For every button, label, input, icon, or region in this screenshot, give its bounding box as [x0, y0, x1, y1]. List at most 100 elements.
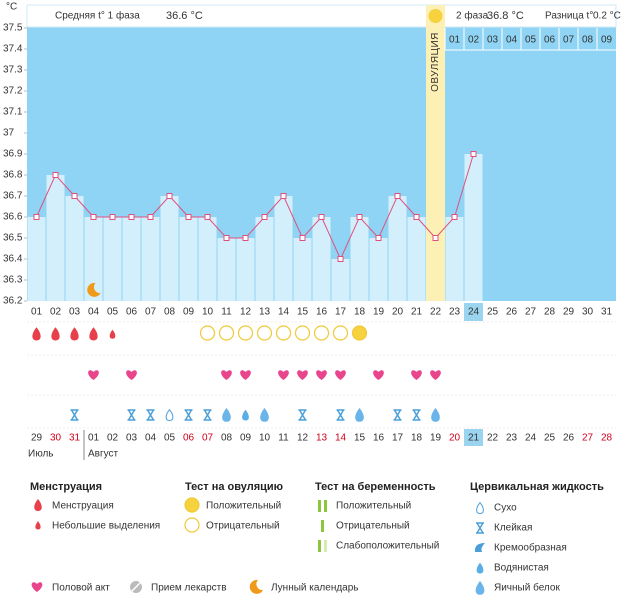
temperature-bar: [407, 217, 426, 301]
y-tick-label: 37.2: [3, 86, 23, 97]
today-highlight: [464, 429, 483, 446]
y-tick-label: 37.4: [3, 44, 23, 55]
temperature-bar: [255, 217, 274, 301]
temperature-bar: [236, 238, 255, 301]
legend-title: Тест на беременность: [315, 481, 436, 493]
legend-icon: [130, 581, 142, 593]
temperature-marker: [432, 235, 439, 241]
temperature-marker: [451, 214, 458, 220]
day-label: 08: [164, 307, 176, 318]
day-label: 30: [582, 307, 594, 318]
calendar-date: 24: [525, 433, 537, 444]
legend-item: Яичный белок: [494, 582, 560, 594]
temperature-marker: [413, 214, 420, 220]
day-label: 02: [50, 307, 62, 318]
day-label: 06: [126, 307, 138, 318]
header-background: [26, 4, 617, 28]
legend-icon: [184, 497, 200, 513]
intercourse-icon: [316, 370, 327, 380]
menstruation-icon: [32, 327, 41, 341]
calendar-date: 27: [582, 433, 594, 444]
cervical-fluid-icon: [355, 407, 364, 422]
temperature-marker: [356, 214, 363, 220]
temperature-marker: [52, 172, 59, 178]
phase2-value: 36.8 °C: [487, 10, 524, 22]
temperature-bar: [141, 217, 160, 301]
diff-value: 0.2 °C: [593, 11, 621, 22]
temperature-marker: [109, 214, 116, 220]
ovulation-test-icon: [275, 325, 292, 341]
day-label: 24: [468, 307, 480, 318]
phase1-value: 36.6 °C: [166, 10, 203, 22]
legend-item: Положительный: [206, 501, 281, 512]
calendar-date: 03: [126, 433, 138, 444]
day-label: 12: [240, 307, 252, 318]
temperature-marker: [90, 214, 97, 220]
legend-item: Клейкая: [494, 523, 532, 534]
temperature-marker: [318, 214, 325, 220]
cervical-fluid-icon: [431, 407, 440, 422]
temperature-bar: [331, 259, 350, 301]
intercourse-icon: [373, 370, 384, 380]
legend-item: Отрицательный: [336, 521, 410, 532]
temperature-bar: [464, 154, 483, 301]
day-label: 23: [449, 307, 461, 318]
day-label: 27: [525, 307, 537, 318]
temperature-bar: [198, 217, 217, 301]
day-label: 31: [601, 307, 613, 318]
y-tick-label: 36.6: [3, 212, 23, 223]
phase2-day: 01: [449, 35, 461, 46]
phase2-day: 08: [582, 35, 594, 46]
legend-icon: [249, 579, 263, 594]
ovulation-test-icon: [256, 325, 273, 341]
temperature-marker: [242, 235, 249, 241]
temperature-bar: [27, 217, 46, 301]
menstruation-icon: [70, 327, 79, 341]
calendar-date: 17: [392, 433, 404, 444]
temperature-bar: [217, 238, 236, 301]
temperature-marker: [33, 214, 40, 220]
cervical-fluid-icon: [165, 408, 174, 422]
day-label: 13: [259, 307, 271, 318]
temperature-bar: [369, 238, 388, 301]
intercourse-icon: [411, 370, 422, 380]
calendar-date: 30: [50, 433, 62, 444]
day-label: 09: [183, 307, 195, 318]
y-tick-label: 37.3: [3, 65, 23, 76]
calendar-date: 01: [88, 433, 100, 444]
phase2-day: 07: [563, 35, 575, 46]
temperature-marker: [375, 235, 382, 241]
cervical-fluid-icon: [242, 409, 249, 421]
ovulation-label: ОВУЛЯЦИЯ: [430, 32, 441, 92]
calendar-date: 13: [316, 433, 328, 444]
calendar-date: 22: [487, 433, 499, 444]
phase2-label: 2 фаза: [456, 10, 489, 22]
temperature-marker: [147, 214, 154, 220]
calendar-date: 21: [468, 433, 480, 444]
legend-item: Отрицательный: [206, 521, 280, 532]
y-tick-label: 36.7: [3, 191, 23, 202]
y-tick-label: 36.5: [3, 233, 23, 244]
legend-icon: [34, 499, 42, 511]
calendar-date: 11: [278, 433, 289, 444]
day-label: 05: [107, 307, 119, 318]
legend-item: Половой акт: [52, 583, 110, 594]
temperature-marker: [261, 214, 268, 220]
temperature-bar: [179, 217, 198, 301]
calendar-date: 07: [202, 433, 214, 444]
cervical-fluid-icon: [146, 409, 155, 421]
day-label: 17: [335, 307, 347, 318]
y-unit: °C: [6, 2, 17, 13]
legend-icon: [476, 501, 484, 515]
cervical-fluid-icon: [393, 409, 402, 421]
temperature-bar: [84, 217, 103, 301]
legend-item: Лунный календарь: [271, 583, 359, 594]
day-label: 15: [297, 307, 309, 318]
phase2-day: 03: [487, 35, 499, 46]
cervical-fluid-icon: [127, 409, 136, 421]
calendar-date: 12: [297, 433, 309, 444]
temperature-marker: [299, 235, 306, 241]
legend-item: Положительный: [336, 501, 411, 512]
y-tick-label: 37.5: [3, 23, 23, 34]
cervical-fluid-icon: [298, 409, 307, 421]
